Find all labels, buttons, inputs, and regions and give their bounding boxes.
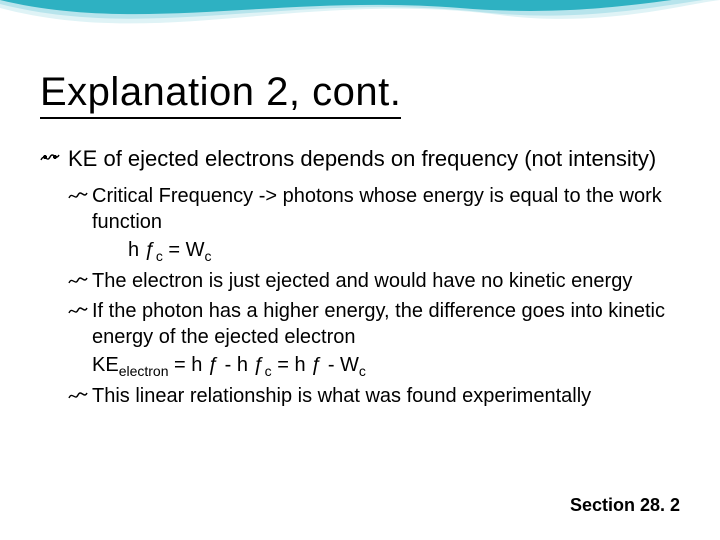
equation-2: KEelectron = h ƒ - h ƒc = h ƒ - Wc [68, 354, 680, 379]
bullet-icon [68, 189, 88, 203]
slide-body: Explanation 2, cont. KE of ejected elect… [0, 0, 720, 409]
bullet-text: The electron is just ejected and would h… [92, 270, 632, 292]
bullet-lvl1: KE of ejected electrons depends on frequ… [40, 145, 680, 173]
eq-text: = h ƒ - h ƒ [169, 354, 265, 376]
eq-sub: c [359, 363, 366, 379]
bullet-lvl2: This linear relationship is what was fou… [68, 383, 680, 409]
bullet-lvl2: The electron is just ejected and would h… [68, 268, 680, 294]
bullet-text: KE of ejected electrons depends on frequ… [68, 146, 656, 171]
eq-text: KE [92, 354, 119, 376]
eq-text: = W [163, 239, 205, 261]
eq-sub: c [265, 363, 272, 379]
eq-sub: electron [119, 363, 169, 379]
eq-sub: c [156, 248, 163, 264]
bullet-icon [40, 151, 60, 165]
bullet-lvl2: If the photon has a higher energy, the d… [68, 298, 680, 350]
slide-title: Explanation 2, cont. [40, 70, 401, 119]
equation-1: h ƒc = Wc [68, 239, 680, 264]
bullet-icon [68, 389, 88, 403]
eq-sub: c [204, 248, 211, 264]
bullet-text: This linear relationship is what was fou… [92, 385, 591, 407]
eq-text: = h ƒ - W [272, 354, 359, 376]
sub-bullets: Critical Frequency -> photons whose ener… [40, 183, 680, 409]
bullet-icon [68, 274, 88, 288]
bullet-text: Critical Frequency -> photons whose ener… [92, 185, 662, 233]
eq-text: h ƒ [128, 239, 156, 261]
section-label: Section 28. 2 [570, 495, 680, 516]
bullet-lvl2: Critical Frequency -> photons whose ener… [68, 183, 680, 235]
bullet-text: If the photon has a higher energy, the d… [92, 300, 665, 348]
bullet-icon [68, 304, 88, 318]
